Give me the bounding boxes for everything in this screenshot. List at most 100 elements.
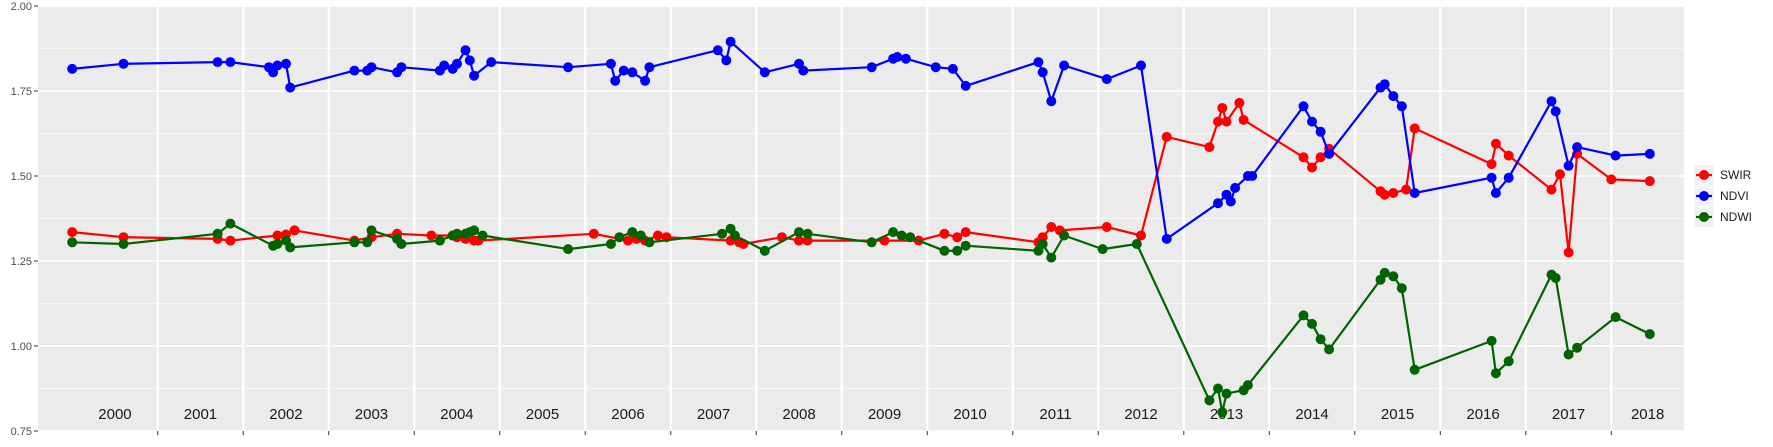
data-point [623, 235, 633, 246]
data-point [1546, 96, 1557, 107]
legend-key-point [1699, 170, 1709, 180]
data-point [452, 58, 462, 69]
series-layer [67, 36, 1655, 418]
data-point [892, 52, 903, 62]
data-point [1046, 252, 1057, 263]
data-point [1037, 239, 1048, 249]
data-point [802, 228, 813, 239]
year-label: 2015 [1381, 406, 1414, 423]
year-label: 2000 [98, 406, 131, 423]
data-point [960, 240, 971, 251]
data-point [1324, 148, 1335, 159]
data-point [563, 244, 574, 255]
data-point [1033, 57, 1044, 68]
data-point [866, 237, 877, 248]
data-point [118, 239, 129, 249]
year-label: 2011 [1039, 406, 1071, 423]
y-tick-label: 1.00 [11, 341, 32, 353]
data-point [759, 245, 770, 256]
data-point [1563, 349, 1574, 360]
year-label: 2003 [355, 406, 388, 423]
data-point [1388, 271, 1399, 282]
data-point [721, 55, 732, 66]
data-point [1307, 318, 1317, 329]
data-point [67, 227, 78, 238]
data-point [469, 225, 480, 236]
data-point [1307, 116, 1317, 127]
data-point [1101, 74, 1112, 85]
data-point [1298, 310, 1309, 321]
data-point [729, 230, 740, 241]
data-point [460, 45, 471, 56]
data-point [1563, 247, 1574, 258]
y-tick-label: 1.75 [11, 86, 32, 98]
data-point [1097, 244, 1108, 255]
data-point [1213, 383, 1223, 394]
data-point [1037, 67, 1048, 78]
data-point [1379, 267, 1390, 278]
data-point [627, 227, 638, 238]
data-point [1490, 138, 1501, 149]
data-point [725, 36, 736, 47]
year-label: 2006 [611, 406, 644, 423]
data-point [1409, 123, 1420, 134]
grid-layer [38, 5, 1684, 432]
data-point [652, 230, 663, 241]
data-point [1247, 171, 1258, 181]
legend: SWIR NDVI NDWI [1694, 165, 1752, 227]
legend-label: NDVI [1720, 189, 1749, 203]
data-point [627, 67, 638, 78]
data-point [798, 65, 809, 76]
data-point [281, 58, 291, 69]
data-point [1563, 160, 1574, 171]
data-point [1379, 79, 1390, 90]
data-point [362, 237, 373, 248]
data-point [1204, 142, 1215, 153]
data-point [1572, 342, 1583, 353]
data-point [272, 60, 283, 71]
data-point [888, 227, 899, 238]
data-point [1401, 184, 1412, 195]
y-tick-label: 1.25 [11, 256, 32, 268]
data-point [225, 235, 236, 246]
data-point [1213, 198, 1223, 209]
data-point [464, 55, 475, 66]
data-point [588, 228, 599, 239]
data-point [717, 228, 728, 239]
data-point [1388, 91, 1399, 102]
data-point [930, 62, 941, 73]
data-point [272, 230, 283, 241]
series-ndwi [67, 218, 1655, 418]
data-point [1388, 188, 1399, 198]
year-label: 2008 [782, 406, 815, 423]
data-point [1046, 222, 1057, 232]
data-point [1242, 380, 1253, 391]
data-point [486, 57, 497, 68]
data-point [614, 232, 625, 243]
data-point [1490, 188, 1501, 198]
data-point [426, 230, 437, 241]
data-point [1059, 60, 1070, 71]
data-point [900, 53, 911, 64]
data-point [644, 62, 655, 73]
data-point [1234, 97, 1245, 108]
data-point [272, 239, 283, 249]
data-point [1396, 101, 1407, 112]
data-point [618, 65, 629, 76]
data-point [947, 63, 958, 74]
year-label: 2001 [184, 406, 217, 423]
data-point [1238, 114, 1249, 125]
data-point [225, 218, 236, 229]
data-point [1379, 189, 1390, 200]
year-label: 2002 [269, 406, 302, 423]
data-point [644, 237, 655, 248]
data-point [1486, 335, 1497, 346]
data-point [349, 237, 360, 248]
data-point [1644, 176, 1655, 187]
axis-layer: 0.75 1.00 1.25 1.50 1.75 2.00 [11, 1, 1612, 438]
y-tick-label: 1.50 [11, 171, 32, 183]
data-point [1490, 368, 1501, 379]
data-point [1503, 172, 1514, 183]
data-point [1606, 174, 1617, 185]
